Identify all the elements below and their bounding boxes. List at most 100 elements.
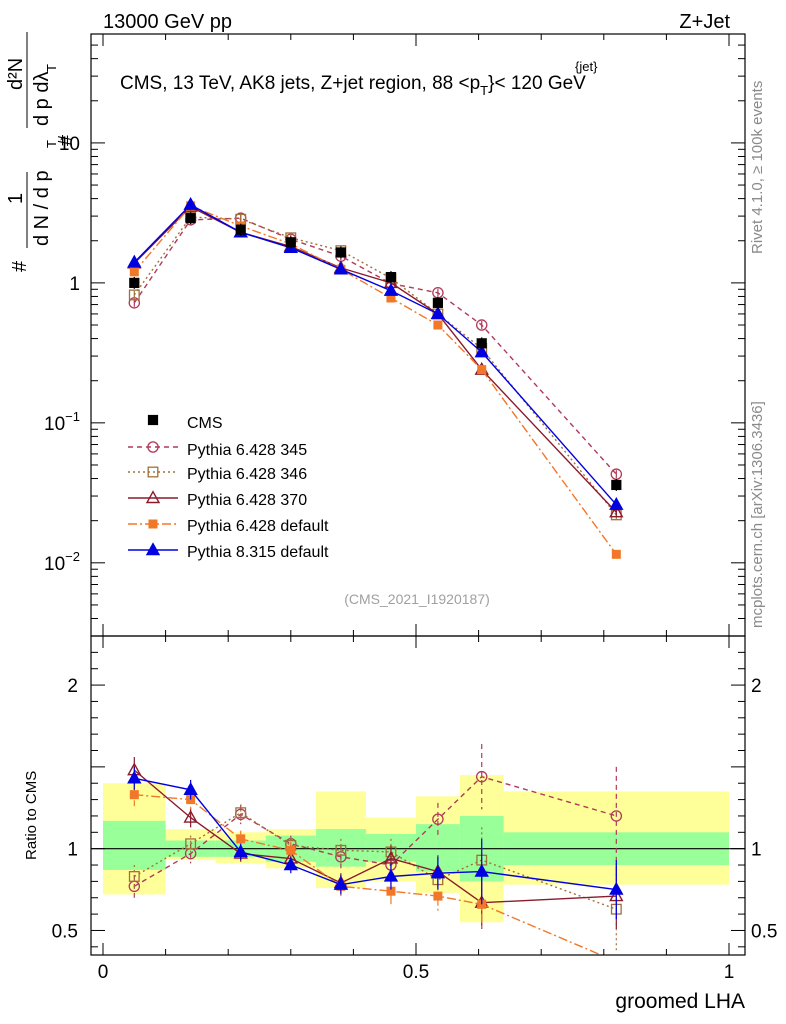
data-points	[129, 212, 622, 491]
series-main-4	[127, 196, 624, 510]
ratio-ytick-label-right-2: 2	[751, 676, 762, 697]
series-ratio-point-3-2	[236, 834, 246, 844]
main-ytick-label-3: 10	[59, 134, 80, 155]
data-point-7	[476, 338, 487, 349]
legend-label-3: Pythia 6.428 default	[187, 518, 329, 535]
y-label-dn: d N / d p	[31, 170, 53, 246]
series-ratio-point-4-6	[430, 865, 446, 879]
ratio-band-inner-0	[103, 820, 166, 870]
series-ratio-point-3-0	[129, 790, 139, 800]
title-prefix: CMS, 13 TeV, AK8 jets, Z+jet region, 88 …	[120, 73, 480, 94]
ratio-frame	[90, 635, 746, 956]
header-energy-label: 13000 GeV pp	[103, 11, 232, 33]
series-ratio-point-0-8	[610, 810, 623, 822]
series-main-point-2-8	[609, 504, 624, 518]
legend-symbol-4	[145, 542, 161, 556]
series-ratio-point-4-0	[127, 770, 142, 784]
legend: CMS Pythia 6.428 345 Pythia 6.428 346 Py…	[128, 414, 329, 561]
analysis-watermark: (CMS_2021_I1920187)	[344, 591, 490, 607]
series-main-line-4	[133, 203, 617, 506]
series-ratio-point-1-4	[335, 844, 347, 856]
series-main-point-3-8	[611, 549, 621, 559]
main-ytick-label-2: 1	[69, 274, 80, 295]
series-ratio-point-4-7	[474, 863, 489, 877]
legend-symbol-2	[145, 490, 161, 504]
data-point-8	[611, 479, 622, 491]
ratio-y-axis-label: Ratio to CMS	[23, 771, 40, 860]
data-point-5	[385, 271, 397, 283]
series-ratio-point-2-5	[383, 850, 399, 864]
series-main-point-4-0	[127, 254, 142, 268]
title-suffix: }< 120 GeV	[488, 73, 586, 94]
main-ytick-base-0: 10	[44, 554, 65, 575]
series-ratio-point-3-3	[286, 845, 296, 855]
legend-symbol-1	[147, 466, 159, 478]
series-ratio-point-4-8	[609, 881, 624, 895]
main-ytick-label-0: 10−2	[44, 549, 80, 575]
data-point-6	[432, 297, 444, 308]
mcplots-label: mcplots.cern.ch [arXiv:1306.3436]	[749, 401, 766, 628]
main-ytick-exp-0: −2	[65, 549, 80, 564]
series-main-point-4-8	[609, 496, 624, 510]
main-y-axis-label: # 1 d N / d p T # d²N d p dλ T	[5, 32, 77, 272]
y-label-dpdl: d p dλ	[31, 72, 53, 126]
ratio-panel: 0 0.5 1 0.5 0.5 1 1 2 2	[52, 635, 777, 983]
data-point-2	[235, 224, 246, 235]
legend-label-1: Pythia 6.428 346	[187, 466, 307, 483]
series-main-point-4-1	[183, 196, 198, 210]
y-label-t-2: T	[44, 64, 59, 72]
legend-label-0: Pythia 6.428 345	[187, 442, 307, 459]
main-ytick-exp-1: −1	[65, 409, 80, 424]
series-ratio-line-1	[133, 811, 617, 910]
series-main-point-3-6	[433, 320, 443, 330]
x-tick-label-0: 0	[98, 962, 109, 983]
series-ratio-point-4-1	[183, 782, 198, 795]
series-main-point-4-4	[333, 261, 349, 275]
y-label-hash-1: #	[9, 260, 31, 272]
series-ratio-point-1-0	[128, 871, 140, 882]
x-tick-label-2: 1	[724, 962, 735, 983]
data-point-4	[335, 247, 346, 258]
series-main-point-4-6	[430, 306, 446, 320]
series-ratio-point-1-2	[235, 807, 247, 819]
series-ratio-4	[127, 766, 624, 920]
title-superscript: {jet}	[575, 59, 598, 74]
ratio-ytick-label-left-2: 2	[67, 676, 78, 697]
series-main-point-3-0	[129, 267, 139, 277]
ratio-ytick-label-right-1: 1	[751, 840, 762, 861]
series-ratio-point-0-7	[475, 770, 488, 783]
rivet-version-label: Rivet 4.1.0, ≥ 100k events	[749, 81, 766, 254]
ratio-ytick-label-right-0: 0.5	[751, 921, 777, 942]
data-point-0	[129, 277, 140, 288]
x-tick-label-1: 0.5	[403, 962, 429, 983]
series-main-point-1-0	[128, 289, 140, 301]
series-ratio-point-0-4	[335, 851, 347, 863]
main-ytick-label-1: 10−1	[44, 409, 80, 435]
chart-title: CMS, 13 TeV, AK8 jets, Z+jet region, 88 …	[120, 73, 586, 98]
y-label-hash-2: #	[55, 134, 77, 146]
legend-symbol-0	[147, 441, 159, 453]
series-ratio-point-0-6	[432, 813, 444, 825]
legend-label-data: CMS	[187, 415, 223, 432]
series-main-point-4-7	[474, 344, 489, 358]
series-ratio-point-3-5	[386, 886, 396, 896]
series-main-point-0-7	[475, 319, 488, 331]
series-main-point-3-5	[386, 293, 396, 303]
y-label-d2n: d²N	[5, 58, 27, 90]
data-point-1	[185, 213, 196, 224]
x-axis-label: groomed LHA	[615, 990, 745, 1013]
series-ratio-point-4-5	[383, 868, 399, 882]
ratio-ytick-label-left-0: 0.5	[52, 921, 78, 942]
series-ratio-point-4-4	[333, 876, 349, 890]
y-label-t-1: T	[44, 140, 59, 148]
series-ratio-point-4-3	[283, 857, 298, 871]
series-main-line-0	[133, 217, 617, 475]
legend-label-2: Pythia 6.428 370	[187, 492, 307, 509]
series-main-point-3-7	[477, 365, 487, 375]
header-process-label: Z+Jet	[679, 11, 730, 33]
title-sub: T	[480, 83, 488, 98]
data-point-3	[285, 237, 296, 248]
y-label-one: 1	[5, 193, 27, 204]
